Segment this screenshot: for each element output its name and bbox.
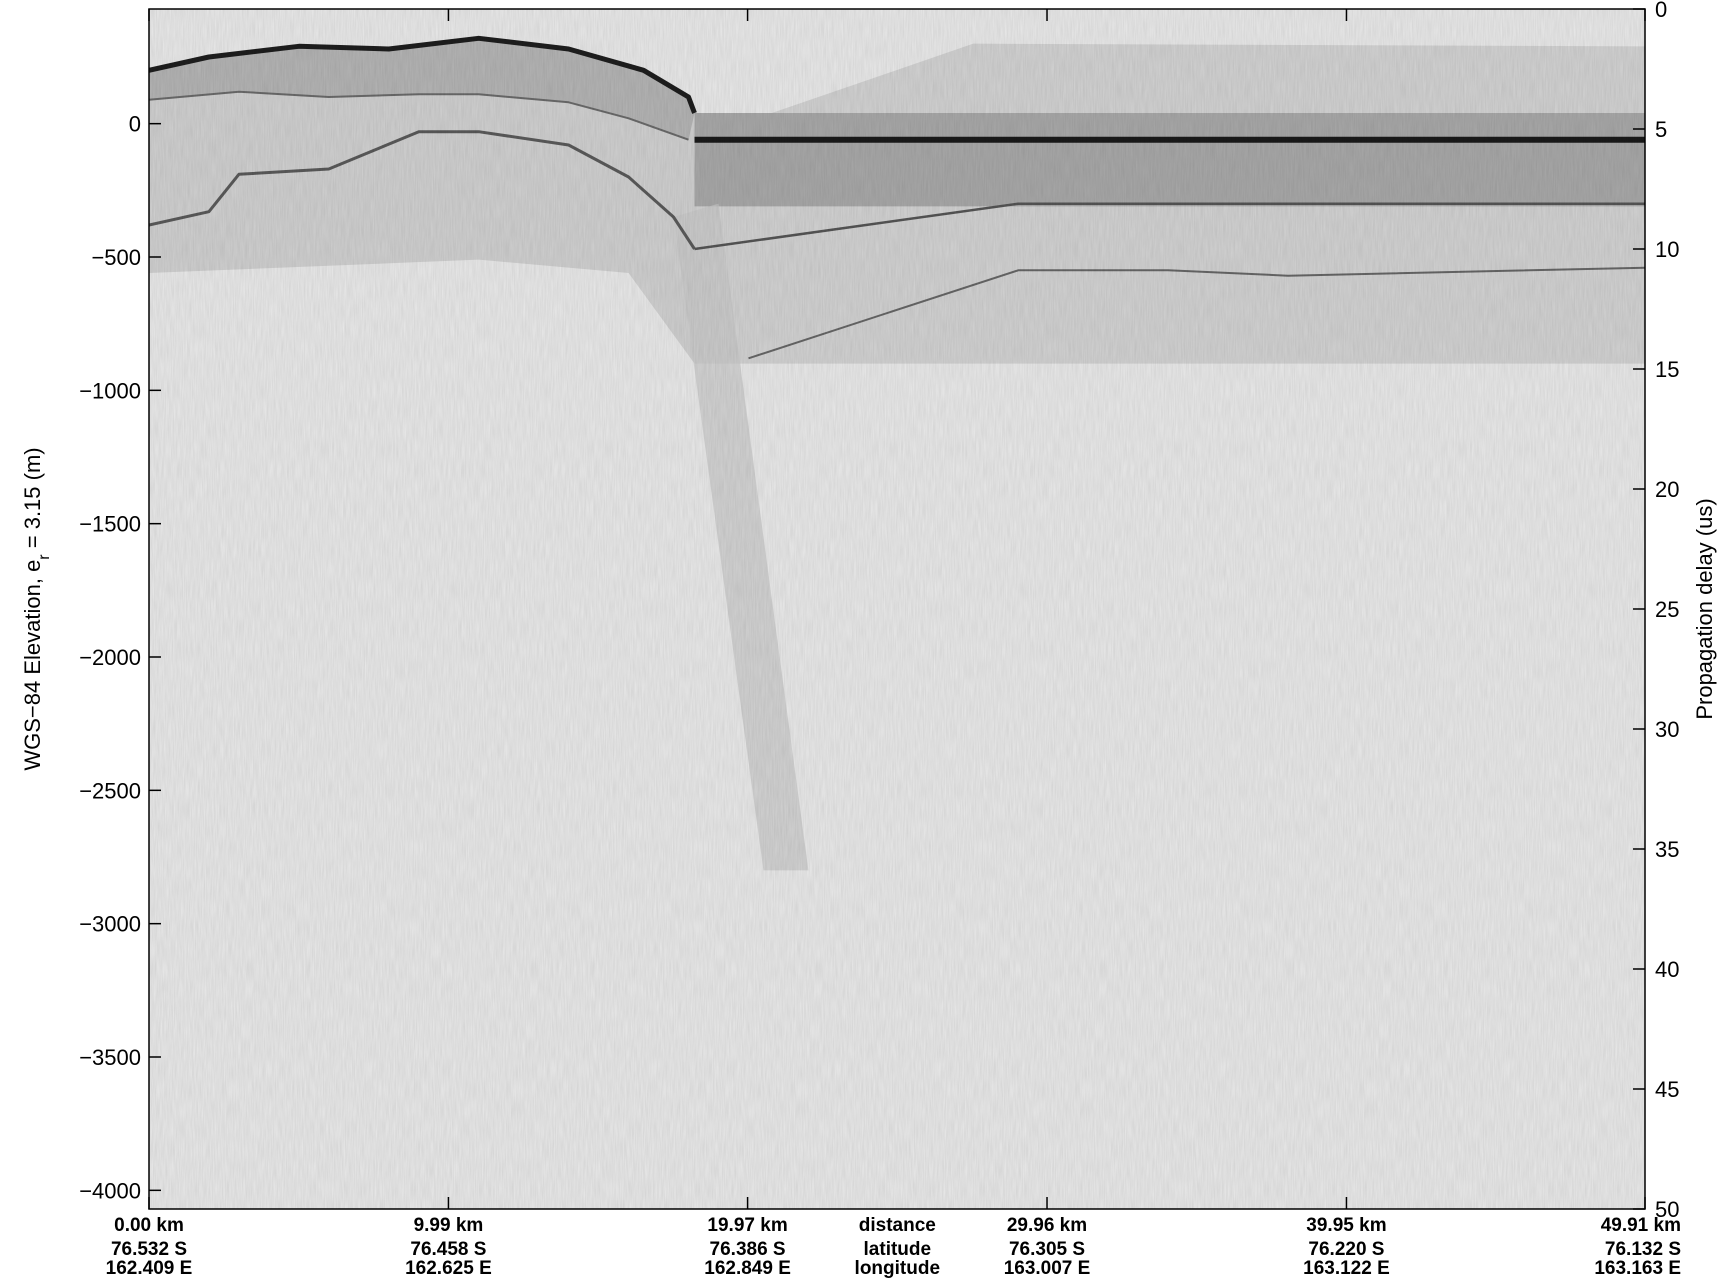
- left-tick-label: −2500: [79, 778, 141, 803]
- right-tick-label: 5: [1655, 117, 1667, 142]
- bottom-latitude-label: 76.458 S: [410, 1239, 486, 1260]
- row-title-distance: distance: [859, 1215, 936, 1236]
- bottom-longitude-label: 162.625 E: [405, 1258, 492, 1279]
- bottom-distance-label: 49.91 km: [1601, 1215, 1681, 1236]
- left-axis-label-suffix: = 3.15 (m): [20, 447, 45, 554]
- bottom-latitude-label: 76.532 S: [111, 1239, 187, 1260]
- left-tick-label: 0: [129, 112, 141, 137]
- right-tick-label: 25: [1655, 597, 1679, 622]
- bottom-distance-label: 9.99 km: [414, 1215, 484, 1236]
- left-axis-label-sub: r: [36, 554, 53, 560]
- right-tick-label: 0: [1655, 0, 1667, 22]
- bottom-latitude-label: 76.220 S: [1308, 1239, 1384, 1260]
- bottom-longitude-label: 163.163 E: [1594, 1258, 1681, 1279]
- row-title-longitude: longitude: [855, 1258, 940, 1279]
- bottom-longitude-label: 163.122 E: [1303, 1258, 1390, 1279]
- left-tick-label: −1500: [79, 512, 141, 537]
- left-tick-label: −3500: [79, 1045, 141, 1070]
- left-tick-label: −3000: [79, 912, 141, 937]
- bottom-distance-label: 0.00 km: [114, 1215, 184, 1236]
- left-axis-title: WGS−84 Elevation, er = 3.15 (m): [20, 447, 53, 770]
- row-title-latitude: latitude: [864, 1239, 932, 1260]
- left-tick-label: −2000: [79, 645, 141, 670]
- bottom-longitude-label: 163.007 E: [1004, 1258, 1091, 1279]
- right-tick-label: 50: [1655, 1197, 1679, 1222]
- left-tick-label: −500: [91, 245, 141, 270]
- left-tick-label: −4000: [79, 1178, 141, 1203]
- bottom-latitude-label: 76.132 S: [1605, 1239, 1681, 1260]
- right-tick-label: 15: [1655, 357, 1679, 382]
- left-axis-label: WGS−84 Elevation, e: [20, 560, 45, 771]
- right-tick-label: 35: [1655, 837, 1679, 862]
- right-tick-label: 40: [1655, 957, 1679, 982]
- right-tick-label: 45: [1655, 1077, 1679, 1102]
- bottom-distance-label: 39.95 km: [1306, 1215, 1386, 1236]
- radargram-image: [149, 9, 1645, 1209]
- bottom-latitude-label: 76.386 S: [710, 1239, 786, 1260]
- bottom-distance-label: 19.97 km: [707, 1215, 787, 1236]
- right-tick-label: 20: [1655, 477, 1679, 502]
- bottom-longitude-label: 162.409 E: [106, 1258, 193, 1279]
- bottom-latitude-label: 76.305 S: [1009, 1239, 1085, 1260]
- bottom-longitude-label: 162.849 E: [704, 1258, 791, 1279]
- right-tick-label: 30: [1655, 717, 1679, 742]
- right-tick-label: 10: [1655, 237, 1679, 262]
- right-axis-title: Propagation delay (us): [1692, 498, 1717, 719]
- left-tick-label: −1000: [79, 378, 141, 403]
- bottom-distance-label: 29.96 km: [1007, 1215, 1087, 1236]
